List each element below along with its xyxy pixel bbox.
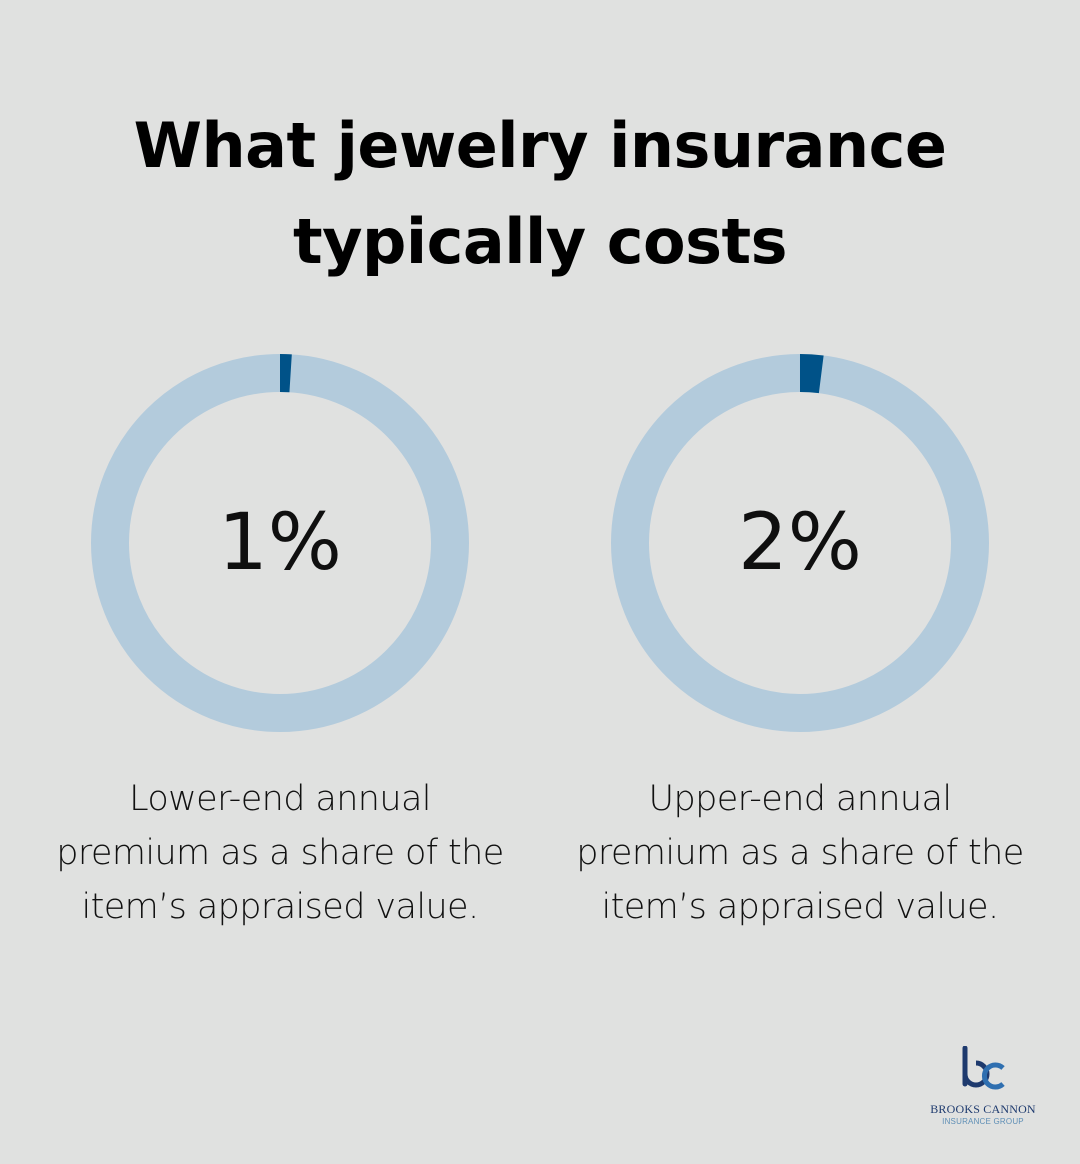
caption-upper: Upper-end annual premium as a share of t… xyxy=(540,772,1060,934)
title-line-1: What jewelry insurance xyxy=(133,109,947,182)
caption-upper-line-3: item’s appraised value. xyxy=(601,887,999,927)
caption-lower-line-3: item’s appraised value. xyxy=(81,887,479,927)
stat-value-upper: 2% xyxy=(738,498,862,588)
logo-tagline: INSURANCE GROUP xyxy=(942,1117,1024,1126)
caption-lower-line-2: premium as a share of the xyxy=(56,833,504,873)
caption-upper-line-1: Upper-end annual xyxy=(648,779,953,819)
bc-logo-mark-icon xyxy=(962,1045,1005,1090)
donut-chart-lower: 1% xyxy=(91,354,469,732)
caption-lower: Lower-end annual premium as a share of t… xyxy=(20,772,540,934)
page-title: What jewelry insurance typically costs xyxy=(0,98,1080,290)
stat-value-lower: 1% xyxy=(218,498,342,588)
brooks-cannon-logo: BROOKS CANNON INSURANCE GROUP xyxy=(918,1045,1048,1126)
caption-upper-line-2: premium as a share of the xyxy=(576,833,1024,873)
logo-name: BROOKS CANNON xyxy=(930,1102,1036,1116)
donut-chart-upper: 2% xyxy=(611,354,989,732)
caption-lower-line-1: Lower-end annual xyxy=(129,779,431,819)
donut-ring-upper xyxy=(611,354,989,732)
donut-segment-lower xyxy=(91,354,469,732)
title-line-2: typically costs xyxy=(292,205,788,278)
donut-segment-upper xyxy=(611,354,989,732)
donut-ring-lower xyxy=(91,354,469,732)
